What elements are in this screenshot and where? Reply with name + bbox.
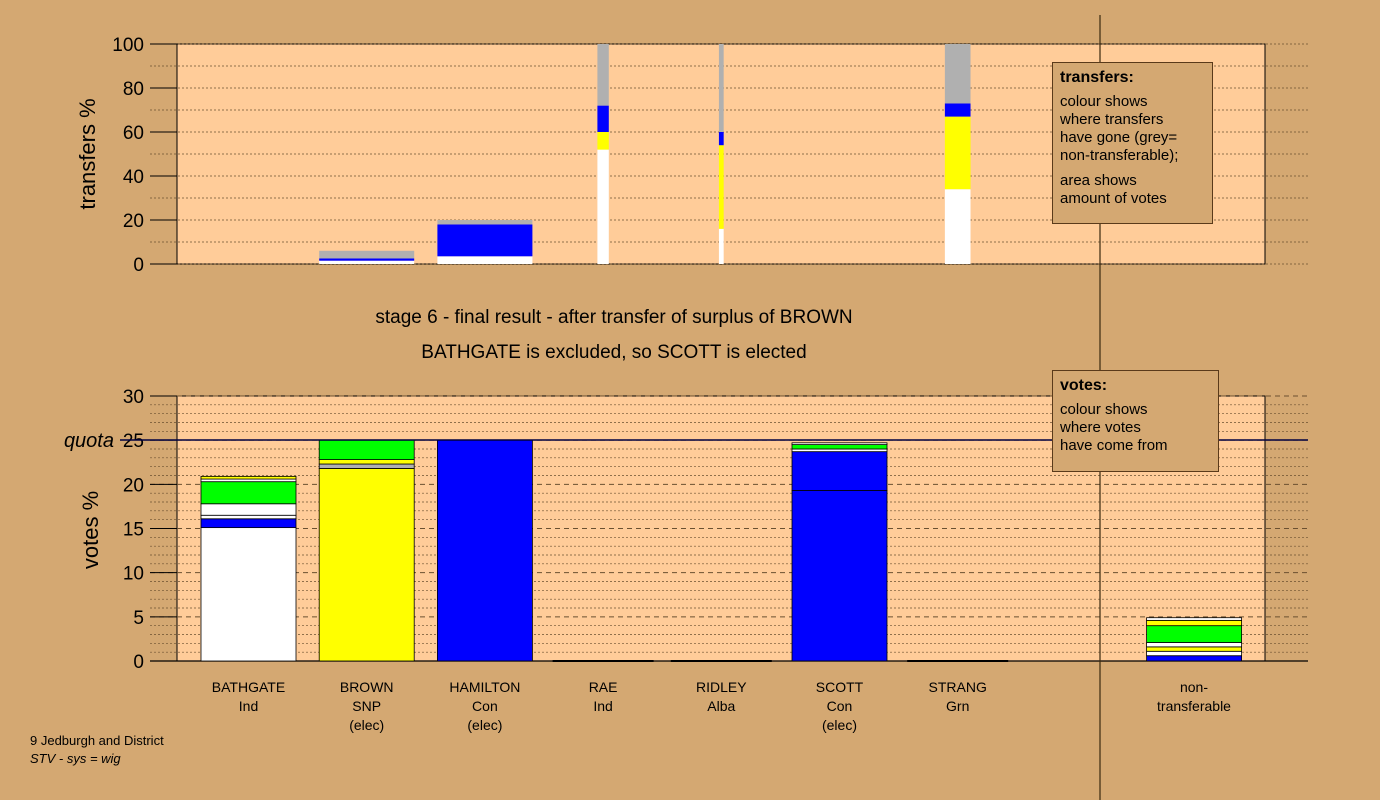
candidate-party: Con: [472, 698, 498, 714]
transfers-legend-line: area shows: [1060, 172, 1137, 189]
transfer-segment: [319, 258, 415, 261]
candidate-party: Ind: [239, 698, 258, 714]
y-tick-label: 80: [123, 79, 144, 100]
candidate-name: BATHGATE: [212, 679, 285, 695]
votes-legend: votes: colour shows where votes have com…: [1052, 370, 1219, 472]
y-tick-label: 30: [123, 387, 144, 408]
votes-bars: [200, 439, 1242, 662]
y-tick-label: 20: [123, 475, 144, 496]
footer-ward: 9 Jedburgh and District: [30, 733, 164, 748]
transfer-segment: [597, 149, 609, 264]
vote-segment: [200, 514, 297, 520]
vote-segment: [791, 490, 888, 662]
vote-segment: [200, 481, 297, 505]
candidate-name: RAE: [589, 679, 618, 695]
transfer-segment: [597, 44, 609, 106]
transfers-legend-line: non-transferable);: [1060, 147, 1179, 164]
candidate-party: Ind: [593, 698, 612, 714]
y-tick-label: 0: [133, 255, 144, 276]
vote-segment: [1146, 642, 1242, 648]
transfer-segment: [437, 256, 533, 264]
vote-segment: [318, 468, 415, 662]
vote-segment: [200, 503, 297, 516]
votes-legend-heading: votes:: [1060, 377, 1108, 394]
y-tick-label: 25: [123, 431, 144, 452]
candidate-party: SNP: [352, 698, 381, 714]
transfer-segment: [597, 132, 609, 150]
transfer-segment: [319, 250, 415, 259]
transfers-y-label: transfers %: [75, 98, 100, 209]
transfer-segment: [718, 228, 724, 264]
transfer-segment: [437, 224, 533, 257]
candidate-party: Alba: [707, 698, 735, 714]
vote-segment: [200, 527, 297, 662]
vote-segment: [318, 459, 415, 465]
votes-legend-line: colour shows: [1060, 401, 1148, 418]
vote-segment: [318, 463, 415, 469]
candidate-labels: BATHGATE Ind BROWN SNP (elec) HAMILTON Con (ele…: [212, 679, 987, 733]
transfer-segment: [718, 44, 724, 132]
vote-segment: [791, 442, 888, 445]
y-tick-label: 40: [123, 167, 144, 188]
vote-segment: [1146, 646, 1242, 652]
y-tick-label: 5: [133, 608, 144, 629]
transfer-segment: [944, 189, 971, 264]
candidate-status: (elec): [822, 717, 857, 733]
transfers-legend-line: where transfers: [1060, 111, 1164, 128]
y-tick-label: 10: [123, 564, 144, 585]
vote-segment: [1146, 619, 1242, 627]
votes-legend-line: have come from: [1060, 437, 1168, 454]
vote-segment: [791, 451, 888, 491]
vote-segment: [791, 444, 888, 450]
transfer-segment: [944, 44, 971, 104]
transfer-segment: [944, 103, 971, 117]
transfers-bars: [319, 44, 971, 264]
transfer-segment: [319, 260, 415, 264]
transfers-legend-line: have gone (grey=: [1060, 129, 1178, 146]
vote-segment: [1146, 625, 1242, 643]
candidate-name: HAMILTON: [449, 679, 520, 695]
candidate-party: Con: [827, 698, 853, 714]
transfer-segment: [944, 116, 971, 190]
transfer-segment: [718, 145, 724, 229]
transfer-segment: [437, 220, 533, 225]
candidate-name: STRANG: [929, 679, 987, 695]
quota-label: quota: [64, 430, 114, 452]
vote-segment: [200, 518, 297, 529]
y-tick-label: 20: [123, 211, 144, 232]
y-tick-label: 15: [123, 520, 144, 541]
transfers-legend-line: amount of votes: [1060, 190, 1167, 207]
transfers-legend-line: colour shows: [1060, 93, 1148, 110]
candidate-name: BROWN: [340, 679, 394, 695]
candidate-party: Grn: [946, 698, 969, 714]
candidate-name: SCOTT: [816, 679, 864, 695]
y-tick-label: 60: [123, 123, 144, 144]
candidate-name: RIDLEY: [696, 679, 747, 695]
footer-system: STV - sys = wig: [30, 751, 121, 766]
transfer-segment: [597, 105, 609, 132]
transfers-legend-heading: transfers:: [1060, 69, 1134, 86]
votes-legend-line: where votes: [1060, 419, 1141, 436]
y-tick-label: 0: [133, 652, 144, 673]
transfer-segment: [718, 132, 724, 146]
vote-segment: [1146, 655, 1242, 662]
votes-y-axis: 0 5 10 15 20 25 30: [123, 387, 177, 673]
candidate-status: (elec): [467, 717, 502, 733]
stage-subtitle: BATHGATE is excluded, so SCOTT is electe…: [421, 342, 806, 363]
stage-title: stage 6 - final result - after transfer …: [375, 307, 852, 328]
transfers-legend: transfers: colour shows where transfers …: [1052, 62, 1213, 224]
vote-segment: [436, 439, 533, 662]
vote-segment: [200, 475, 297, 480]
vote-segment: [1146, 617, 1242, 621]
vote-segment: [318, 439, 415, 460]
nontransferable-label-line2: transferable: [1157, 698, 1231, 714]
vote-segment: [1146, 650, 1242, 657]
nontransferable-label-line1: non-: [1180, 679, 1208, 695]
y-tick-label: 100: [112, 35, 144, 56]
transfers-y-axis: 0 20 40 60 80 100: [112, 35, 177, 276]
candidate-status: (elec): [349, 717, 384, 733]
votes-y-label: votes %: [78, 491, 103, 569]
